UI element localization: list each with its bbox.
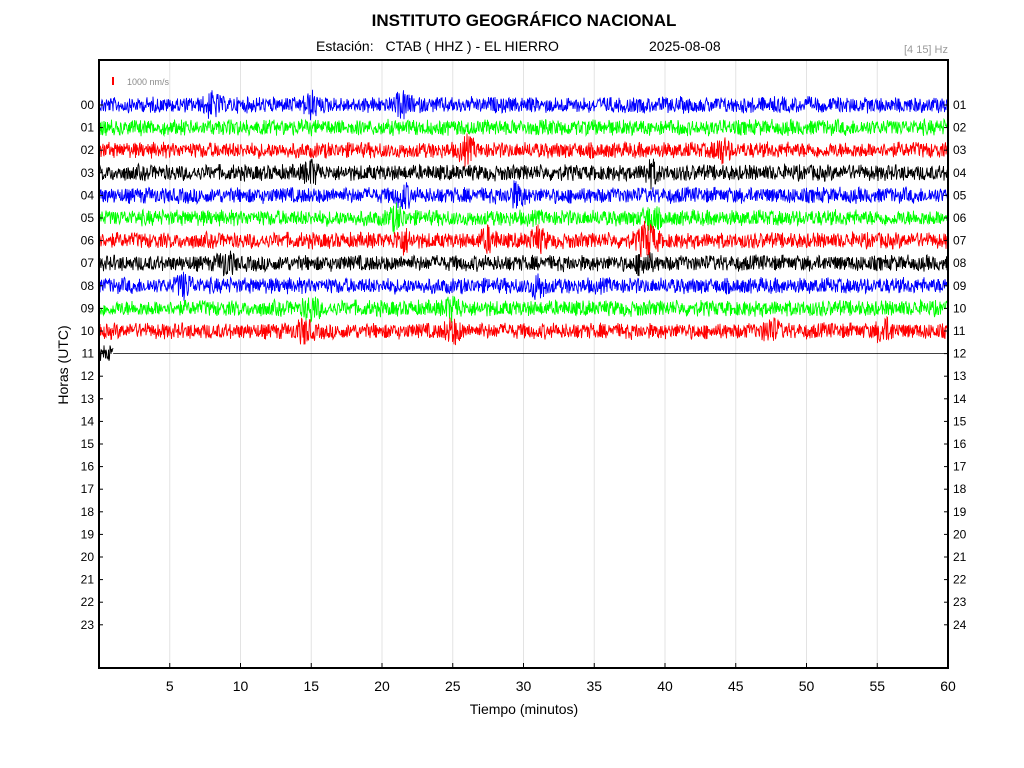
hour-label-left: 10 xyxy=(81,324,95,338)
hour-label-left: 12 xyxy=(81,369,95,383)
hour-label-right: 14 xyxy=(953,392,967,406)
hour-label-right: 21 xyxy=(953,550,967,564)
hour-label-right: 20 xyxy=(953,527,967,541)
station-line: Estación: CTAB ( HHZ ) - EL HIERRO xyxy=(316,38,559,54)
x-tick-label: 20 xyxy=(374,678,390,694)
trace-hour-07 xyxy=(98,250,949,277)
hour-label-right: 04 xyxy=(953,166,967,180)
trace-hour-01 xyxy=(98,117,949,138)
hour-label-left: 04 xyxy=(81,188,95,202)
hour-label-right: 07 xyxy=(953,234,967,248)
hour-label-left: 06 xyxy=(81,234,95,248)
station-label: Estación: xyxy=(316,38,374,54)
trace-hour-09 xyxy=(98,295,949,323)
hour-label-right: 03 xyxy=(953,143,967,157)
hour-label-left: 16 xyxy=(81,460,95,474)
plot-frame xyxy=(98,59,949,669)
chart-date: 2025-08-08 xyxy=(649,38,721,54)
hour-label-left: 20 xyxy=(81,550,95,564)
hour-label-right: 13 xyxy=(953,369,967,383)
x-tick-label: 55 xyxy=(869,678,885,694)
hour-label-left: 19 xyxy=(81,527,95,541)
scale-label: 1000 nm/s xyxy=(127,77,170,87)
hour-label-left: 11 xyxy=(82,347,95,361)
hour-label-left: 00 xyxy=(81,98,95,112)
trace-hour-00 xyxy=(98,89,949,121)
x-tick-label: 60 xyxy=(940,678,956,694)
hour-label-left: 02 xyxy=(81,143,95,157)
x-tick-label: 45 xyxy=(728,678,744,694)
hour-label-right: 23 xyxy=(953,595,967,609)
trace-hour-06 xyxy=(98,220,949,258)
x-tick-label: 5 xyxy=(166,678,174,694)
x-tick-label: 25 xyxy=(445,678,461,694)
hour-label-right: 16 xyxy=(953,437,967,451)
hour-label-left: 08 xyxy=(81,279,95,293)
x-tick-label: 10 xyxy=(233,678,249,694)
x-tick-label: 15 xyxy=(303,678,319,694)
trace-hour-04 xyxy=(98,180,949,210)
hour-label-left: 21 xyxy=(81,573,95,587)
hour-label-right: 06 xyxy=(953,211,967,225)
hour-label-right: 10 xyxy=(953,301,967,315)
hour-label-right: 18 xyxy=(953,482,967,496)
x-tick-label: 30 xyxy=(516,678,532,694)
hour-label-left: 09 xyxy=(81,301,95,315)
trace-hour-03 xyxy=(98,158,949,190)
hour-label-right: 11 xyxy=(953,324,966,338)
hour-label-left: 01 xyxy=(81,121,95,135)
trace-hour-11 xyxy=(98,345,114,361)
hour-label-left: 07 xyxy=(81,256,95,270)
hour-label-left: 15 xyxy=(81,437,95,451)
trace-hour-10 xyxy=(98,315,949,346)
hour-label-left: 14 xyxy=(81,414,95,428)
hour-label-right: 17 xyxy=(953,460,967,474)
y-axis-label: Horas (UTC) xyxy=(55,325,71,404)
hour-label-right: 22 xyxy=(953,573,967,587)
hour-label-right: 19 xyxy=(953,505,967,519)
right-hour-labels: 01 02 03 04 05 06 07 08 09 10 11 12 13 14 15 16 17 18 19 20… xyxy=(944,98,967,632)
hour-label-left: 13 xyxy=(81,392,95,406)
filter-label: [4 15] Hz xyxy=(904,44,948,56)
hour-label-left: 03 xyxy=(81,166,95,180)
chart-title: INSTITUTO GEOGRÁFICO NACIONAL xyxy=(372,11,677,30)
x-axis-label: Tiempo (minutos) xyxy=(470,701,578,717)
x-tick-label: 50 xyxy=(799,678,815,694)
hour-label-left: 05 xyxy=(81,211,95,225)
hour-label-right: 15 xyxy=(953,414,967,428)
hour-label-right: 02 xyxy=(953,121,967,135)
trace-hour-05 xyxy=(98,202,949,234)
hour-label-right: 05 xyxy=(953,188,967,202)
hour-label-right: 08 xyxy=(953,256,967,270)
trace-hour-08 xyxy=(98,271,949,301)
hour-label-right: 12 xyxy=(953,347,967,361)
hour-label-right: 24 xyxy=(953,618,967,632)
x-tick-label: 35 xyxy=(586,678,602,694)
trace-hour-02 xyxy=(98,133,949,167)
hour-label-left: 22 xyxy=(81,595,95,609)
x-axis-ticks: 5 10 15 20 25 30 35 40 45 50 55 60 xyxy=(166,663,956,694)
hour-label-right: 09 xyxy=(953,279,967,293)
scale-bar xyxy=(112,77,114,85)
hour-label-right: 01 xyxy=(953,98,967,112)
left-hour-labels: 00 01 02 03 04 05 06 07 08 09 10 11 12 13 14 15 16 17 18 19… xyxy=(81,98,103,632)
station-name: CTAB ( HHZ ) - EL HIERRO xyxy=(385,38,559,54)
x-tick-label: 40 xyxy=(657,678,673,694)
hour-label-left: 23 xyxy=(81,618,95,632)
seismic-traces xyxy=(98,89,949,361)
hour-label-left: 18 xyxy=(81,505,95,519)
hour-label-left: 17 xyxy=(81,482,95,496)
